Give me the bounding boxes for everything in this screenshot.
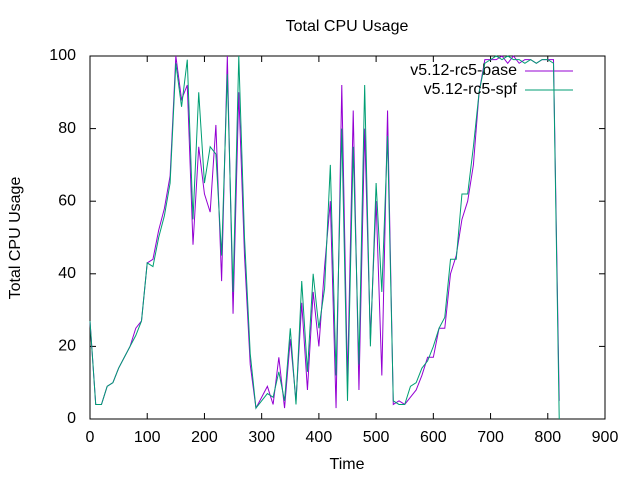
x-tick-label: 100 [134,429,161,446]
plot-border [89,55,606,420]
y-tick-label: 0 [67,410,76,427]
chart-title: Total CPU Usage [286,18,409,35]
legend-label: v5.12-rc5-spf [424,81,518,98]
x-axis-label: Time [330,456,365,473]
x-tick-label: 300 [248,429,275,446]
y-tick-label: 100 [49,47,76,64]
y-tick-label: 40 [58,265,76,282]
x-tick-label: 700 [477,429,504,446]
y-tick-label: 60 [58,192,76,209]
x-tick-label: 800 [534,429,561,446]
x-tick-label: 500 [363,429,390,446]
x-tick-label: 0 [86,429,95,446]
y-tick-label: 20 [58,338,76,355]
legend-label: v5.12-rc5-base [410,62,517,79]
x-tick-label: 200 [191,429,218,446]
x-tick-label: 400 [306,429,333,446]
y-axis-label: Total CPU Usage [7,177,24,300]
y-tick-label: 80 [58,120,76,137]
x-tick-label: 900 [592,429,619,446]
series-line [89,55,560,420]
x-tick-label: 600 [420,429,447,446]
